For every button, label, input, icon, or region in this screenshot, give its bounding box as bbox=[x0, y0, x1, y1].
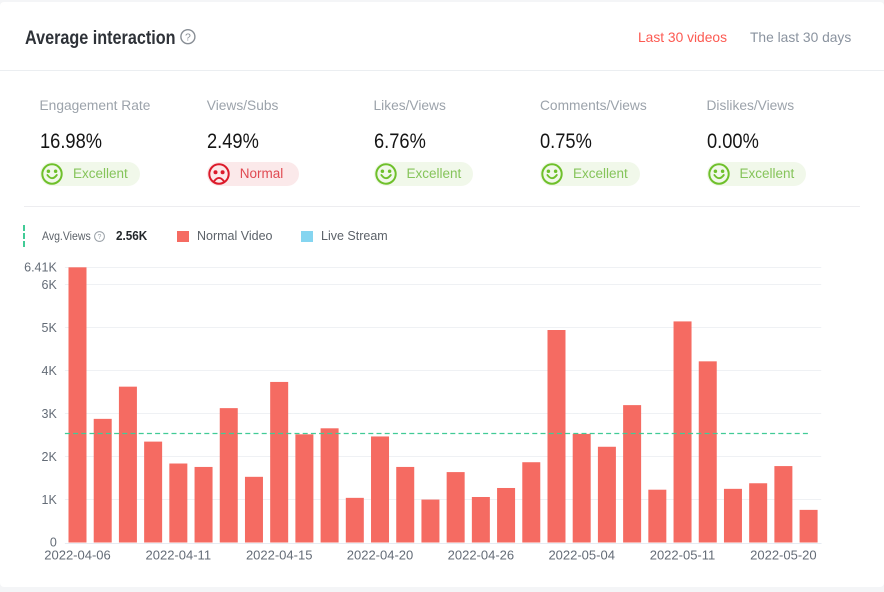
svg-text:6.41K: 6.41K bbox=[24, 261, 57, 275]
svg-text:0: 0 bbox=[50, 536, 57, 550]
svg-text:?: ? bbox=[185, 32, 191, 44]
svg-text:4K: 4K bbox=[42, 364, 58, 378]
svg-text:2022-05-20: 2022-05-20 bbox=[750, 548, 817, 563]
svg-text:2022-04-26: 2022-04-26 bbox=[448, 548, 515, 563]
svg-text:3K: 3K bbox=[42, 407, 58, 421]
svg-text:?: ? bbox=[98, 234, 102, 241]
svg-text:1K: 1K bbox=[42, 493, 58, 507]
svg-text:2022-04-06: 2022-04-06 bbox=[44, 548, 111, 563]
svg-text:2022-04-15: 2022-04-15 bbox=[246, 548, 313, 563]
svg-text:2022-04-11: 2022-04-11 bbox=[146, 548, 212, 563]
svg-text:2022-04-20: 2022-04-20 bbox=[347, 548, 414, 563]
svg-text:6K: 6K bbox=[42, 278, 58, 292]
svg-text:2022-05-04: 2022-05-04 bbox=[548, 548, 615, 563]
svg-text:2022-05-11: 2022-05-11 bbox=[650, 548, 716, 563]
svg-text:5K: 5K bbox=[42, 321, 58, 335]
svg-text:2K: 2K bbox=[42, 450, 58, 464]
